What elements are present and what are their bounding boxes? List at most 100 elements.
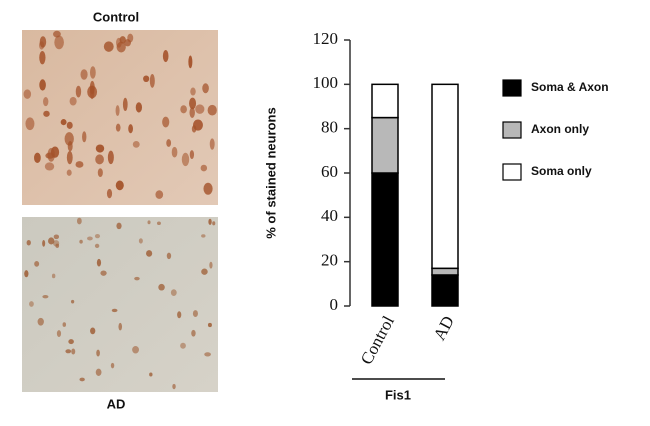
cell: [34, 152, 41, 164]
cell: [94, 243, 100, 248]
cell: [82, 131, 87, 143]
cell: [56, 330, 62, 338]
cell: [75, 161, 84, 168]
cell: [90, 327, 96, 335]
cell: [171, 146, 178, 158]
cells: [24, 217, 216, 390]
cell: [79, 377, 85, 382]
cell: [111, 308, 118, 313]
cell: [149, 372, 153, 377]
cell: [116, 222, 122, 230]
cell: [115, 105, 120, 117]
legend-label: Soma & Axon: [531, 80, 609, 94]
cell: [209, 261, 213, 269]
cell: [181, 152, 190, 167]
micrograph: [22, 30, 218, 205]
cell: [69, 96, 77, 106]
cell: [37, 317, 44, 326]
cell: [118, 322, 123, 331]
cell: [177, 311, 182, 319]
cell: [87, 85, 98, 99]
cell: [76, 217, 82, 225]
cell: [95, 154, 104, 165]
cell: [53, 234, 60, 240]
cell: [166, 252, 172, 260]
cell: [96, 349, 100, 357]
y-tick-label: 100: [313, 73, 339, 92]
cell: [170, 289, 177, 297]
cell: [162, 49, 169, 63]
cell: [119, 36, 126, 44]
y-tick-label: 80: [321, 118, 338, 137]
cell: [51, 273, 56, 279]
cell: [42, 295, 49, 299]
cell: [122, 97, 128, 111]
legend-label: Soma only: [531, 164, 592, 178]
cell: [23, 89, 32, 99]
cell: [162, 116, 170, 128]
cell: [124, 39, 131, 47]
cell: [132, 346, 140, 354]
cell: [190, 87, 196, 96]
cell: [203, 182, 213, 195]
cell: [75, 85, 82, 98]
cell: [180, 342, 186, 349]
image-label: Control: [93, 9, 139, 24]
cell: [207, 104, 217, 116]
x-axis-label: Fis1: [385, 387, 411, 402]
cell: [97, 168, 103, 178]
cell: [53, 30, 61, 38]
cell: [149, 73, 155, 88]
cell: [155, 190, 164, 199]
cell: [146, 250, 153, 257]
bar-segment: [431, 267, 459, 276]
cell: [80, 69, 88, 80]
cell: [147, 220, 151, 225]
cell: [71, 348, 76, 355]
y-tick-label: 60: [321, 162, 338, 181]
cell: [132, 141, 140, 148]
cell: [54, 35, 64, 50]
cell: [172, 383, 176, 390]
y-axis-label: % of stained neurons: [263, 107, 278, 238]
y-tick-label: 40: [321, 206, 338, 225]
y-tick-label: 0: [330, 295, 339, 314]
cell: [115, 180, 124, 191]
bar-segment: [371, 172, 399, 307]
cell: [65, 349, 72, 354]
cell: [52, 240, 60, 247]
cell: [156, 221, 161, 226]
cell: [134, 276, 140, 281]
cell: [42, 239, 46, 247]
cell: [166, 139, 172, 147]
cell: [212, 221, 216, 226]
bar-segment: [371, 83, 399, 119]
cell: [200, 164, 208, 172]
cell: [135, 102, 143, 113]
cell: [209, 138, 215, 150]
cell: [43, 110, 50, 117]
cell: [95, 368, 102, 376]
cell: [79, 239, 83, 244]
cell: [106, 188, 113, 199]
cell: [138, 238, 143, 244]
chart: 0 20 40 60 80 100 120 % of stained neurons Contr…: [263, 29, 608, 403]
micrograph: [22, 217, 218, 392]
cell: [192, 310, 198, 317]
cell: [26, 239, 31, 246]
cell: [188, 55, 193, 69]
cell: [204, 352, 211, 357]
bar-segment: [431, 274, 459, 307]
cell: [201, 234, 206, 238]
cell: [60, 119, 67, 126]
y-tick-label: 20: [321, 251, 338, 270]
cell: [87, 236, 93, 241]
cell: [39, 41, 45, 50]
cell: [70, 299, 75, 304]
cell: [189, 150, 195, 160]
cell: [43, 97, 49, 107]
cell: [25, 117, 35, 131]
bar-segment: [431, 83, 459, 270]
cell: [195, 104, 205, 114]
